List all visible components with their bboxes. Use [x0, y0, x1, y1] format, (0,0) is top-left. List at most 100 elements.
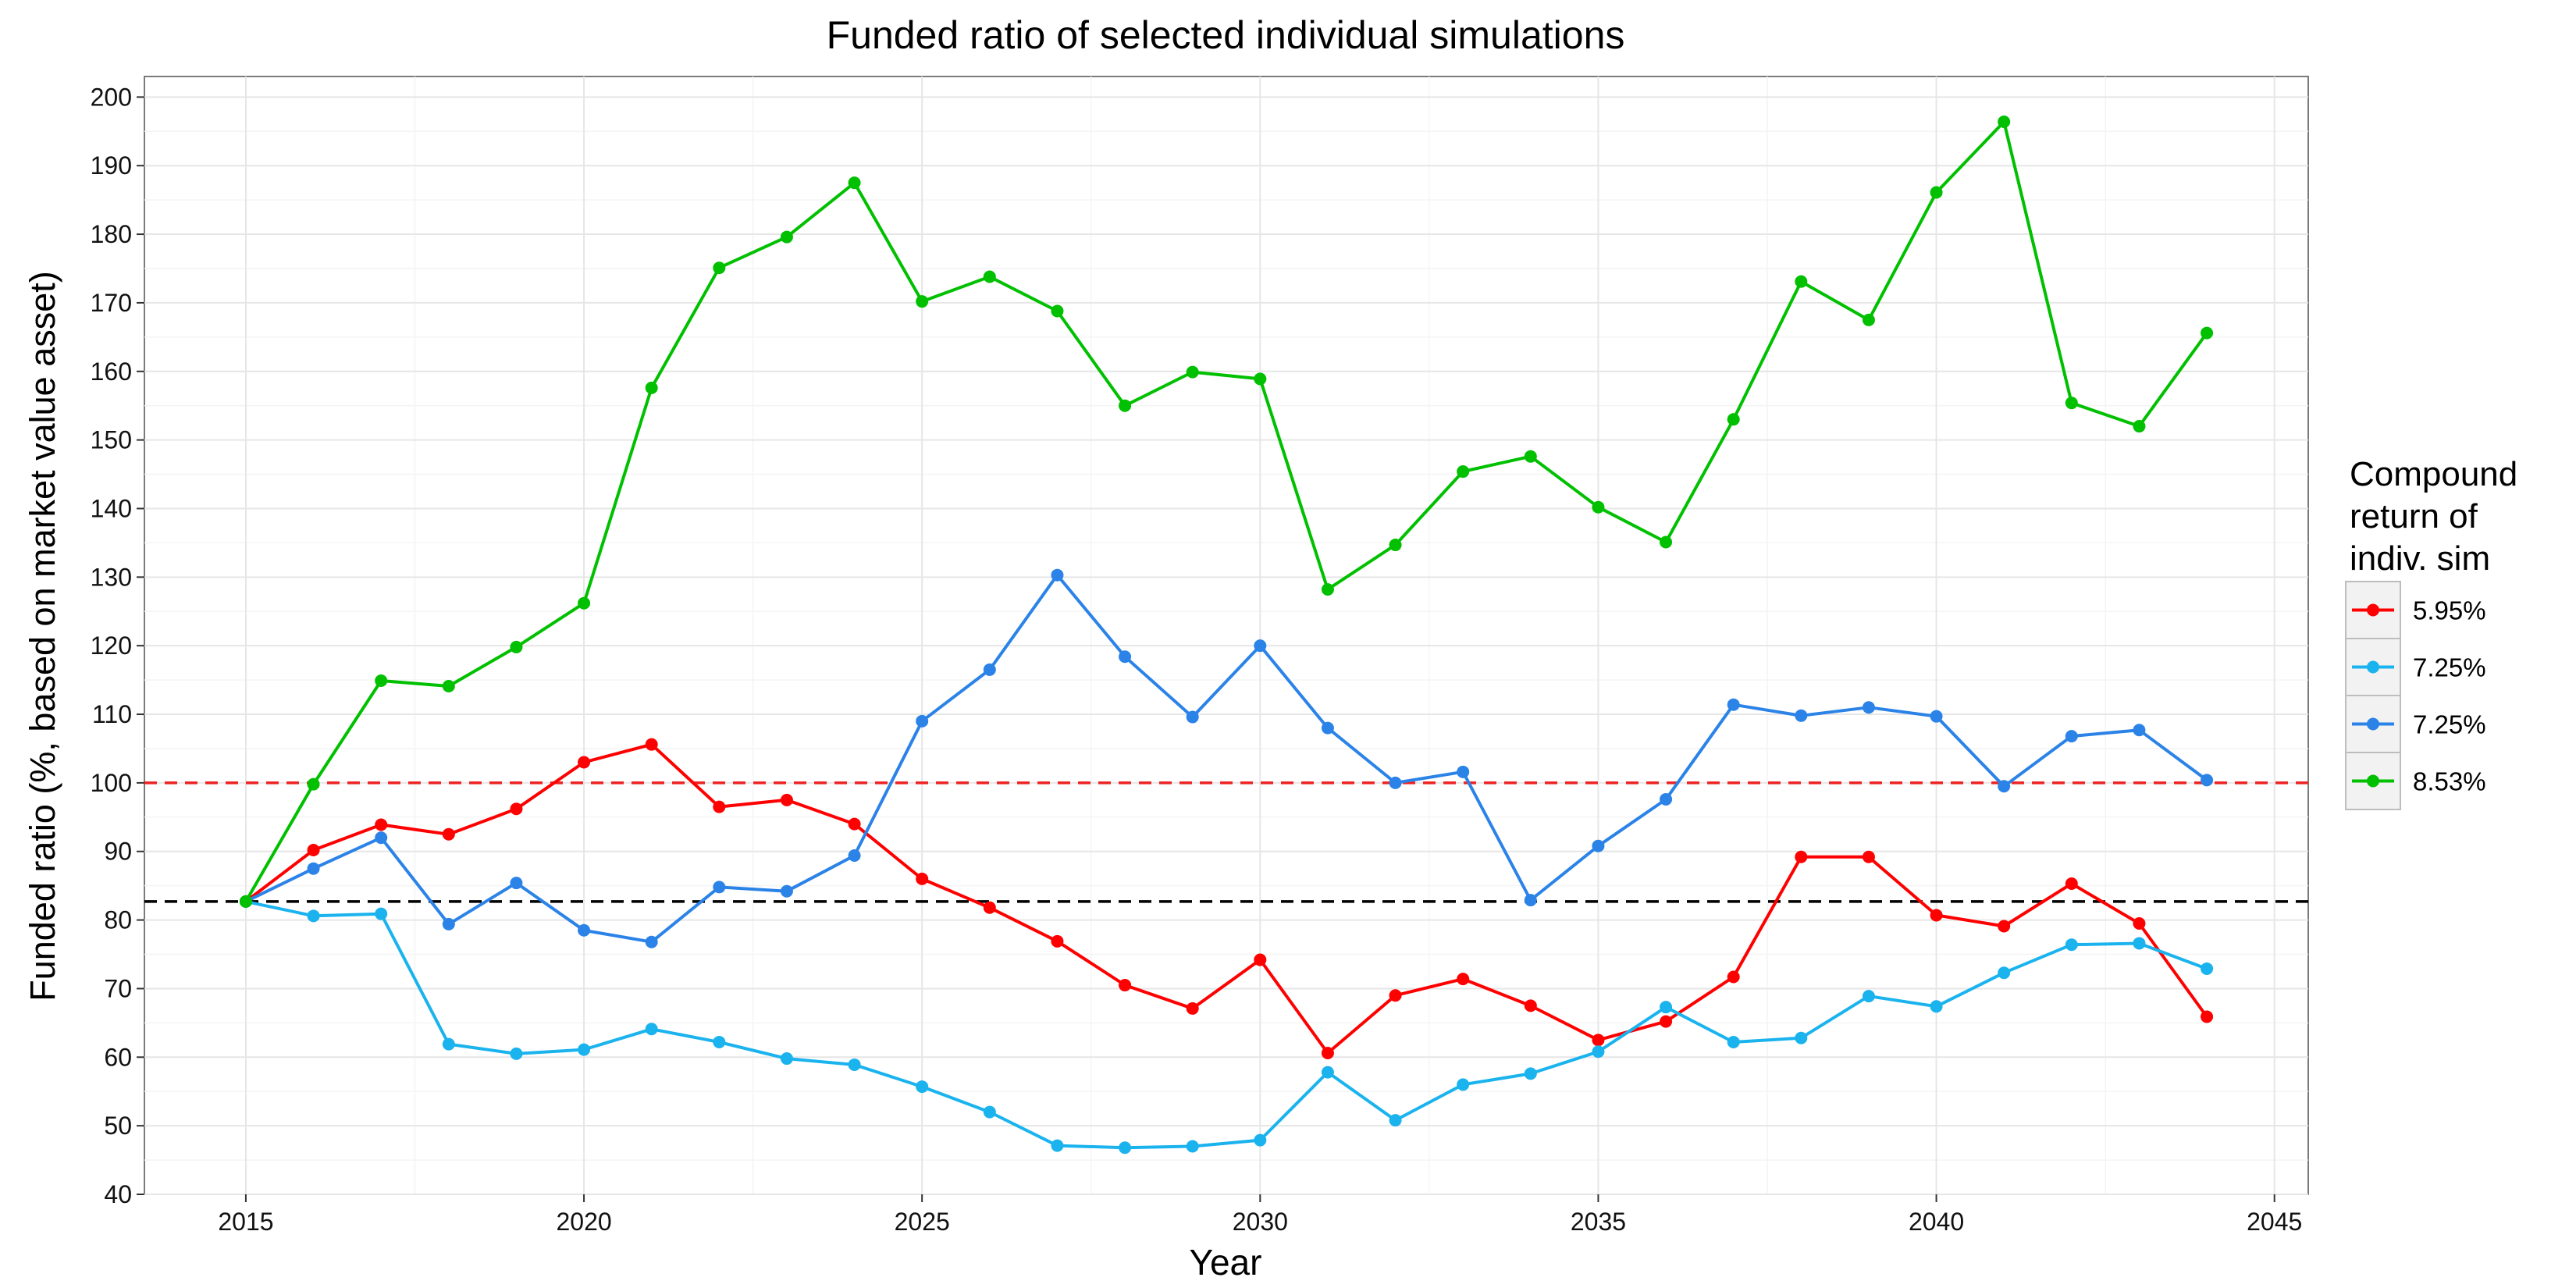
legend-label: 7.25%	[2413, 653, 2486, 682]
data-point	[645, 935, 658, 948]
data-point	[983, 901, 996, 914]
data-point	[510, 877, 523, 890]
data-point	[1186, 710, 1199, 724]
plot-panel	[144, 76, 2309, 1195]
y-tick-label: 130	[91, 563, 132, 591]
data-point	[848, 176, 861, 190]
data-point	[983, 663, 996, 676]
data-point	[1998, 115, 2011, 128]
data-point	[239, 895, 252, 908]
data-point	[1119, 979, 1132, 992]
data-point	[2133, 420, 2146, 433]
y-tick-label: 60	[104, 1043, 132, 1071]
data-point	[307, 862, 320, 875]
data-point	[1524, 894, 1537, 907]
data-point	[848, 1058, 861, 1071]
data-point	[1186, 1002, 1199, 1015]
y-tick-label: 200	[91, 83, 132, 111]
series-line	[245, 573, 2208, 944]
data-point	[983, 270, 996, 283]
data-point	[848, 849, 861, 863]
data-point	[713, 262, 726, 275]
data-point	[713, 800, 726, 813]
data-point	[1727, 1035, 1740, 1048]
data-point	[1998, 780, 2011, 793]
y-tick-label: 160	[91, 358, 132, 386]
data-point	[1592, 839, 1605, 852]
legend-label: 7.25%	[2413, 710, 2486, 739]
data-point	[1795, 709, 1808, 722]
x-tick-label: 2040	[1909, 1208, 1964, 1236]
data-point	[713, 881, 726, 894]
data-point	[510, 1047, 523, 1060]
data-point	[1862, 850, 1875, 863]
data-point	[1389, 539, 1402, 552]
data-point	[1930, 909, 1943, 922]
data-point	[2201, 326, 2214, 340]
legend-key-point	[2367, 660, 2379, 674]
data-point	[713, 1035, 726, 1048]
series-line	[244, 742, 2208, 1055]
data-point	[1457, 765, 1470, 778]
data-point	[1862, 701, 1875, 714]
data-point	[1660, 792, 1673, 806]
data-point	[1930, 710, 1943, 723]
data-point	[2133, 724, 2146, 737]
data-point	[1998, 920, 2011, 933]
data-point	[916, 295, 929, 308]
legend-title-line: return of	[2350, 497, 2478, 535]
legend-label: 8.53%	[2413, 767, 2486, 796]
data-point	[1051, 568, 1064, 582]
data-point	[1660, 1001, 1673, 1014]
legend-item: 7.25%	[2345, 638, 2486, 696]
data-point	[1862, 313, 1875, 326]
data-point	[1592, 1034, 1605, 1047]
x-tick-label: 2020	[556, 1208, 611, 1236]
legend-key-point	[2367, 774, 2379, 788]
series	[239, 738, 2214, 1060]
data-point	[2065, 877, 2078, 891]
y-axis-label: Funded ratio (%, based on market value a…	[23, 271, 62, 1002]
data-point	[1457, 1078, 1470, 1091]
data-point	[1727, 698, 1740, 711]
data-point	[442, 680, 455, 693]
data-point	[1727, 413, 1740, 426]
data-point	[1930, 186, 1943, 199]
data-point	[1051, 1139, 1064, 1152]
x-tick-label: 2035	[1571, 1208, 1626, 1236]
data-point	[780, 1052, 793, 1066]
legend-items: 5.95% 7.25% 7.25% 8.53%	[2345, 581, 2486, 810]
data-point	[442, 1037, 455, 1051]
y-tick-label: 70	[104, 974, 132, 1002]
x-axis-label: Year	[1190, 1242, 1262, 1283]
y-tick-label: 180	[91, 220, 132, 248]
data-point	[510, 640, 523, 653]
reference-lines	[144, 781, 2308, 903]
data-point	[1051, 934, 1064, 948]
y-tick-label: 110	[92, 700, 132, 728]
data-point	[1727, 970, 1740, 984]
axes: 40 50 60 70 80 90 100 110 120 130 140 150 160 170 180 1…	[91, 83, 2303, 1236]
data-point	[780, 884, 793, 898]
data-point	[307, 909, 320, 923]
data-point	[1051, 304, 1064, 318]
data-point	[916, 714, 929, 728]
legend-key-point	[2367, 717, 2379, 731]
data-point	[916, 1080, 929, 1094]
series-line	[244, 120, 2208, 902]
data-point	[1389, 1114, 1402, 1127]
data-point	[578, 596, 591, 610]
y-tick-label: 40	[104, 1180, 132, 1208]
y-tick-label: 120	[91, 632, 132, 660]
data-point	[1119, 1141, 1132, 1155]
data-point	[848, 817, 861, 831]
data-point	[2201, 962, 2214, 975]
legend-key-point	[2367, 603, 2379, 617]
data-point	[307, 843, 320, 856]
data-point	[442, 917, 455, 930]
y-tick-label: 80	[104, 906, 132, 934]
data-point	[1660, 535, 1673, 549]
data-point	[375, 831, 388, 845]
data-point	[375, 907, 388, 920]
